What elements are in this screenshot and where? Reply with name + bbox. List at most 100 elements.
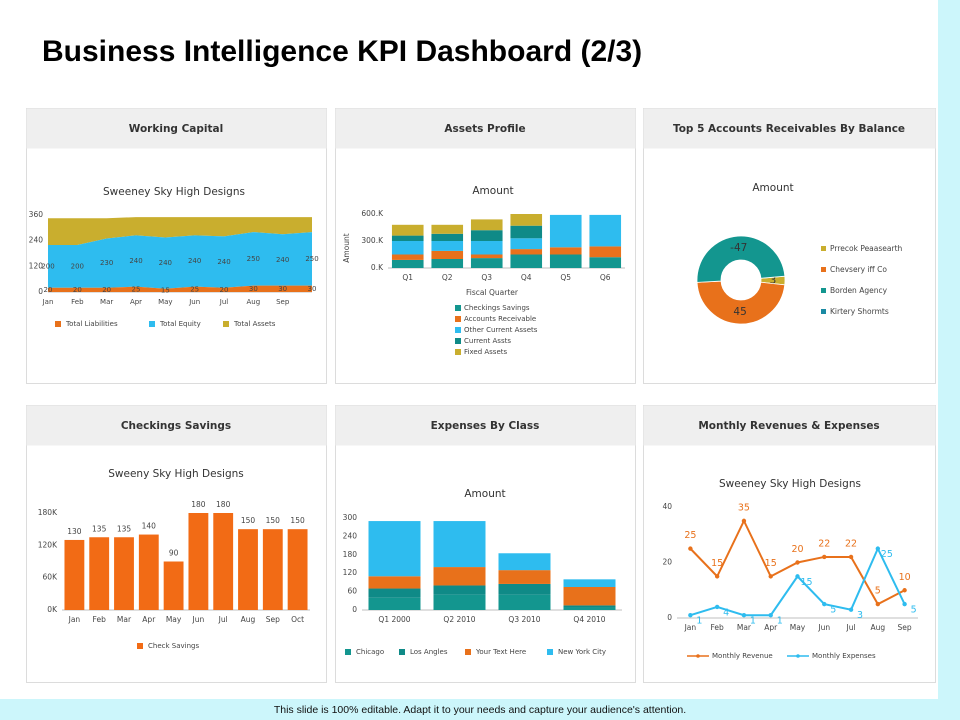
- x-tick-label: Apr: [142, 615, 156, 624]
- x-tick-label: Mar: [117, 615, 132, 624]
- panel: Expenses By Class Amount 0 60 120 180 240 300 Q1…: [335, 405, 636, 683]
- y-tick-label: 300: [343, 513, 358, 522]
- bar: [563, 605, 616, 608]
- data-label: 5: [875, 586, 881, 597]
- x-tick-label: Jun: [192, 615, 205, 624]
- data-label: 200: [71, 262, 84, 270]
- data-label: 3: [857, 610, 863, 621]
- y-tick-label: 40: [662, 502, 672, 511]
- bar: [114, 537, 134, 610]
- x-tick-label: Q4 2010: [573, 615, 605, 624]
- y-tick-label: 0: [667, 613, 672, 622]
- footer-text: This slide is 100% editable. Adapt it to…: [274, 704, 686, 716]
- x-tick-label: Jul: [219, 298, 229, 306]
- data-label: 130: [67, 527, 82, 536]
- legend-label: Check Savings: [148, 642, 199, 650]
- page-title: Business Intelligence KPI Dashboard (2/3…: [42, 35, 642, 68]
- legend-swatch: [137, 643, 143, 649]
- legend-swatch: [821, 309, 826, 314]
- bar: [470, 230, 503, 241]
- legend-marker: [796, 654, 800, 658]
- chart-title: Amount: [752, 182, 793, 194]
- data-label: 20: [791, 544, 803, 555]
- bar: [287, 529, 308, 610]
- panel-title: Top 5 Accounts Receivables By Balance: [673, 123, 905, 135]
- x-tick-label: Q3: [481, 273, 492, 282]
- bar: [433, 594, 486, 610]
- legend-label: Accounts Receivable: [464, 315, 536, 323]
- legend-label: Monthly Expenses: [812, 652, 876, 660]
- x-tick-label: Feb: [711, 623, 725, 632]
- legend-label: Other Current Assets: [464, 326, 538, 334]
- data-label: 1: [777, 616, 783, 627]
- panel: Working Capital Sweeney Sky High Designs 0…: [26, 108, 327, 384]
- bar: [470, 219, 503, 231]
- x-tick-label: Jan: [68, 615, 81, 624]
- bar: [470, 258, 503, 268]
- point: [741, 518, 747, 524]
- legend-swatch: [455, 305, 461, 311]
- data-label: 240: [129, 257, 142, 265]
- y-tick-label: 360: [29, 210, 44, 219]
- y-tick-label: 0: [352, 605, 357, 614]
- panel-header: [643, 108, 936, 149]
- area: [48, 232, 312, 289]
- bar: [391, 259, 424, 268]
- bar: [431, 241, 464, 251]
- x-tick-label: Jan: [42, 298, 54, 306]
- data-label: 15: [161, 286, 170, 294]
- point: [768, 613, 773, 618]
- bar: [431, 224, 464, 234]
- bar: [563, 587, 616, 606]
- x-tick-label: Mar: [737, 623, 752, 632]
- y-tick-label: 0: [38, 287, 43, 296]
- data-label: 5: [830, 605, 836, 616]
- legend-label: Kirtery Shormts: [830, 307, 889, 316]
- bar: [213, 513, 234, 610]
- data-label: 22: [845, 538, 857, 549]
- bar: [163, 561, 184, 610]
- x-tick-label: Q1: [402, 273, 413, 282]
- legend-marker: [696, 654, 700, 658]
- legend-label: Chicago: [356, 648, 384, 656]
- data-label: 140: [142, 522, 157, 531]
- data-label: 20: [102, 286, 111, 294]
- panel-title: Checkings Savings: [121, 420, 231, 432]
- x-tick-label: Sep: [276, 298, 290, 306]
- bar: [238, 529, 258, 610]
- legend-label: New York City: [558, 648, 606, 656]
- legend-swatch: [455, 327, 461, 333]
- data-label: 90: [169, 549, 179, 558]
- data-label: 30: [308, 285, 317, 293]
- x-tick-label: Q5: [560, 273, 571, 282]
- data-label: 3: [770, 274, 777, 286]
- data-label: 200: [41, 262, 54, 270]
- data-label: 20: [73, 286, 82, 294]
- legend-swatch: [345, 649, 351, 655]
- area: [48, 217, 312, 245]
- panel-header: [26, 405, 327, 446]
- side-stripe: [938, 0, 960, 720]
- data-label: 150: [241, 516, 256, 525]
- bar: [368, 576, 421, 589]
- panel-title: Working Capital: [129, 123, 223, 135]
- legend-label: Total Equity: [159, 320, 201, 328]
- panel-title: Expenses By Class: [431, 420, 540, 432]
- legend-label: Monthly Revenue: [712, 652, 773, 660]
- bar: [391, 254, 424, 260]
- bar: [433, 567, 486, 586]
- legend-swatch: [399, 649, 405, 655]
- bar: [563, 607, 616, 610]
- bar: [368, 597, 421, 610]
- data-label: 150: [266, 516, 281, 525]
- data-label: 30: [249, 285, 258, 293]
- x-tick-label: Feb: [71, 298, 84, 306]
- data-label: 240: [276, 256, 289, 264]
- point: [902, 601, 907, 607]
- chart-title: Sweeney Sky High Designs: [103, 186, 245, 198]
- x-tick-label: Aug: [241, 615, 256, 624]
- panel-frame: [643, 108, 936, 384]
- legend-swatch: [149, 321, 155, 327]
- x-tick-label: Jun: [817, 623, 830, 632]
- x-tick-label: Apr: [764, 623, 778, 632]
